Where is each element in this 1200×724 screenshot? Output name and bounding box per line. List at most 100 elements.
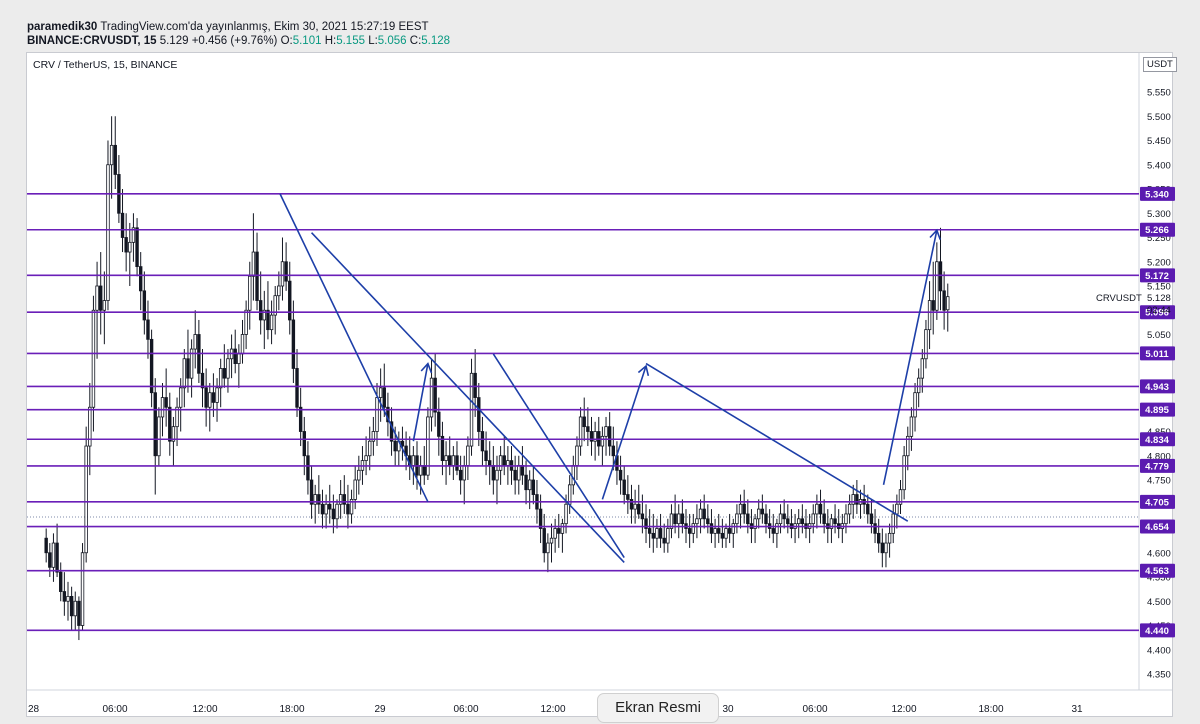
candle-body (742, 503, 746, 515)
candle-body (240, 334, 245, 355)
candle (135, 218, 139, 277)
candle-body (786, 518, 790, 525)
level-tag: 4.440 (1140, 623, 1175, 638)
candle-body (189, 348, 194, 379)
time-tick-label: 18:00 (279, 704, 304, 715)
price-change: +0.456 (+9.76%) (191, 35, 278, 47)
candle-body (215, 387, 219, 403)
candle (847, 494, 852, 524)
candle-body (233, 348, 237, 364)
candle (571, 455, 576, 495)
candle-body (680, 513, 685, 525)
level-tag: 4.943 (1140, 379, 1175, 394)
candle-body (440, 435, 445, 462)
candle-body (531, 479, 536, 495)
candle (622, 465, 626, 505)
low-value: 5.056 (377, 35, 407, 47)
candle (317, 475, 321, 514)
candle-body (491, 465, 496, 481)
candle (138, 252, 143, 311)
candle (600, 426, 605, 466)
candle (575, 436, 579, 480)
time-tick-label: 06:00 (453, 704, 478, 715)
candle (131, 213, 136, 262)
level-tag-label: 5.011 (1145, 349, 1169, 360)
candle-body (564, 503, 568, 525)
candle-body (873, 523, 877, 534)
candle (349, 489, 354, 524)
candle-body (448, 455, 452, 466)
publish-info: TradingView.com'da yayınlanmış, Ekim 30,… (100, 21, 429, 33)
candle (786, 504, 790, 534)
price-tick-label: 5.450 (1147, 136, 1171, 147)
candle-body (237, 353, 241, 364)
candle (168, 392, 172, 456)
level-tag: 5.266 (1140, 222, 1175, 237)
author-name[interactable]: paramedik30 (27, 21, 98, 33)
candle (62, 572, 67, 616)
candle (408, 436, 412, 480)
candle-body (626, 494, 630, 500)
candle-body (891, 513, 895, 534)
candle (426, 407, 430, 480)
level-tag-bg (1140, 494, 1175, 509)
candle (924, 319, 928, 369)
candle (429, 358, 434, 432)
candle (262, 290, 267, 350)
candle-body (426, 416, 430, 476)
candle-body (51, 542, 56, 568)
candle (604, 416, 608, 456)
candle-body (226, 358, 230, 379)
candle (833, 504, 837, 534)
arrow (601, 364, 650, 500)
candle-body (637, 503, 641, 515)
candle (55, 523, 59, 577)
candle (244, 300, 248, 350)
candle (767, 509, 772, 539)
candle (593, 421, 597, 461)
candle-body (764, 513, 768, 525)
candle (611, 426, 616, 471)
candle (324, 494, 328, 529)
currency-button[interactable]: USDT (1143, 57, 1177, 72)
candle-body (357, 469, 361, 481)
last-price-symbol: CRVUSDT (1096, 293, 1142, 304)
candle-body (466, 445, 470, 466)
candle-body (146, 319, 150, 340)
candle (99, 252, 103, 335)
trend-line (492, 353, 625, 559)
candle (48, 543, 52, 577)
time-tick-label: 12:00 (540, 704, 565, 715)
candle (713, 518, 717, 548)
candle (291, 300, 296, 383)
candle-body (200, 372, 205, 389)
candle (549, 523, 554, 563)
candle-body (906, 435, 910, 457)
candle-body (916, 377, 921, 394)
candle (818, 489, 823, 524)
candle-body (546, 542, 550, 554)
candle-body (211, 392, 216, 403)
level-tag-bg (1140, 519, 1175, 534)
candle-body (444, 455, 448, 461)
candle (698, 499, 703, 534)
candle-body (731, 523, 735, 534)
high-label: H: (324, 35, 337, 47)
candle-body (291, 319, 296, 369)
candle-body (400, 440, 405, 447)
candle-body (160, 397, 165, 418)
candle-body (931, 300, 935, 311)
candle (578, 407, 583, 456)
candle-body (946, 296, 950, 311)
pair-title: CRV / TetherUS, 15, BINANCE (33, 59, 178, 71)
candle (720, 518, 725, 548)
candle-body (324, 503, 328, 515)
candle-body (698, 508, 703, 520)
candle (117, 155, 121, 223)
screenshot-toast[interactable]: Ekran Resmi (597, 693, 719, 723)
candle-body (266, 309, 270, 331)
candle-body (248, 275, 252, 311)
candle-body (876, 532, 881, 544)
level-tag-bg (1140, 222, 1175, 237)
